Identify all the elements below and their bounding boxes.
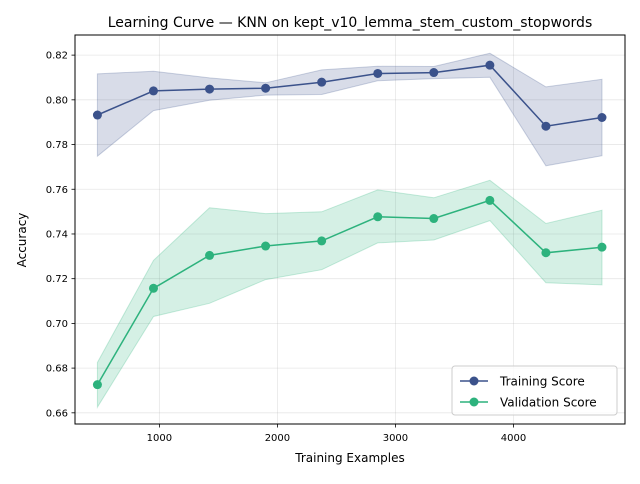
y-tick-label: 0.82 (46, 51, 68, 62)
x-tick-label: 4000 (501, 433, 526, 444)
training-score-point (541, 121, 551, 131)
validation-score-point (92, 380, 102, 390)
legend-label-validation: Validation Score (500, 396, 597, 410)
training-score-point (261, 83, 271, 93)
series-lines (96, 64, 603, 386)
x-tick-label: 2000 (265, 433, 290, 444)
y-tick-label: 0.66 (46, 408, 68, 419)
legend-label-training: Training Score (499, 375, 585, 389)
training-score-point (597, 112, 607, 122)
validation-score-point (373, 212, 383, 222)
chart-title: Learning Curve — KNN on kept_v10_lemma_s… (108, 15, 592, 31)
training-score-point (373, 68, 383, 78)
y-tick-label: 0.74 (46, 229, 68, 240)
x-tick-label: 3000 (383, 433, 408, 444)
series-markers (92, 60, 607, 390)
y-tick-label: 0.72 (46, 274, 68, 285)
y-tick-label: 0.68 (46, 364, 68, 375)
validation-score-point (485, 195, 495, 205)
y-axis-ticks: 0.66 0.68 0.70 0.72 0.74 0.76 0.78 0.80 0.82 (46, 51, 75, 419)
validation-score-point (541, 248, 551, 258)
y-axis-label: Accuracy (15, 213, 29, 268)
y-tick-label: 0.80 (46, 95, 68, 106)
x-axis-ticks: 1000 2000 3000 4000 (147, 424, 526, 444)
y-tick-label: 0.70 (46, 319, 68, 330)
validation-score-point (148, 283, 158, 293)
validation-score-point (317, 236, 327, 246)
training-score-point (429, 68, 439, 78)
legend: Training Score Validation Score (451, 365, 618, 416)
training-score-point (317, 77, 327, 87)
validation-score-band (96, 179, 603, 409)
validation-score-line (96, 199, 603, 386)
x-axis-label: Training Examples (294, 451, 404, 465)
grid (75, 35, 625, 424)
training-score-point (92, 110, 102, 120)
y-tick-label: 0.78 (46, 140, 68, 151)
confidence-bands (96, 52, 603, 409)
x-tick-label: 1000 (147, 433, 172, 444)
training-score-point (205, 84, 215, 94)
validation-score-point (429, 214, 439, 224)
validation-score-point (261, 241, 271, 251)
y-tick-label: 0.76 (46, 185, 68, 196)
training-score-band (96, 52, 603, 167)
training-score-line (97, 64, 603, 128)
legend-marker-training (469, 376, 479, 386)
training-score-point (485, 60, 495, 70)
validation-score-point (597, 242, 607, 252)
plot-frame (74, 34, 626, 425)
legend-box (451, 365, 618, 416)
legend-marker-validation (469, 397, 479, 407)
validation-score-point (205, 250, 215, 260)
training-score-point (148, 86, 158, 96)
